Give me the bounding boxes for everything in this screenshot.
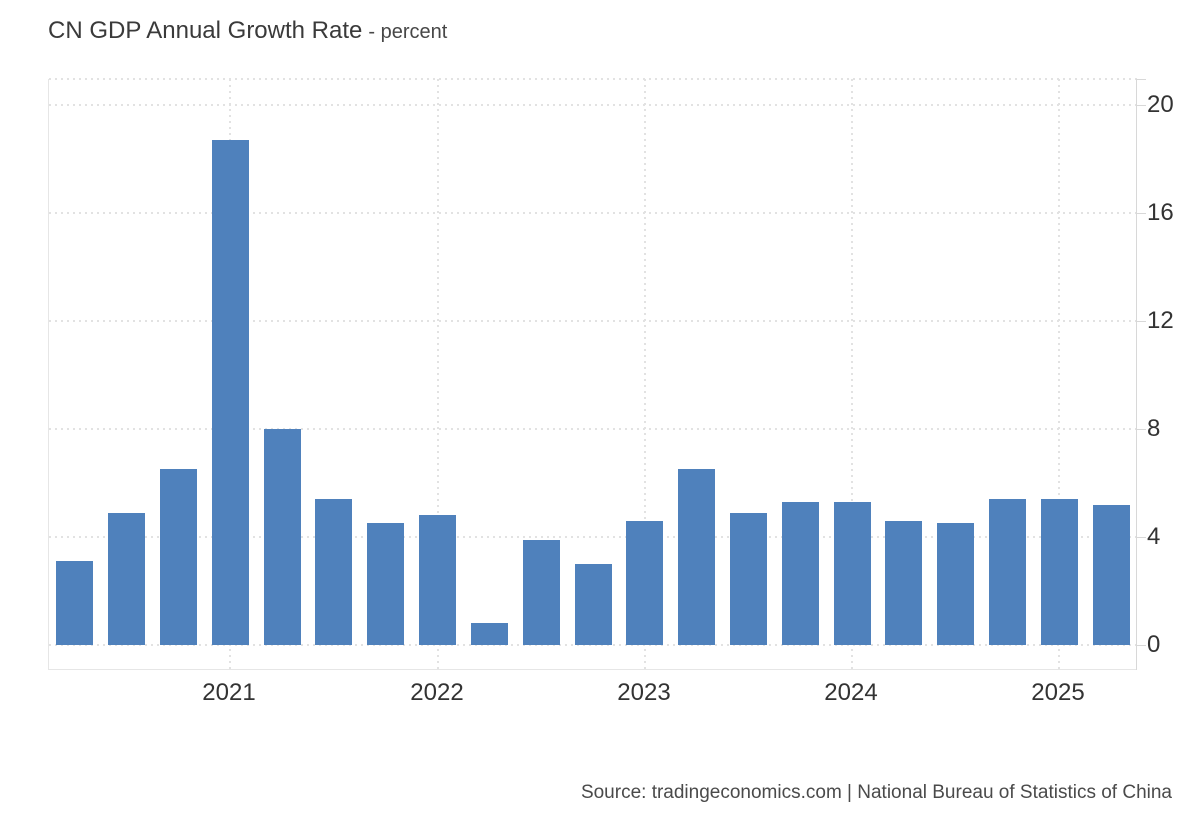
v-gridline	[851, 79, 853, 669]
chart-header: CN GDP Annual Growth Rate - percent	[48, 18, 447, 47]
y-axis-label: 12	[1147, 307, 1174, 334]
chart-subtitle: - percent	[368, 21, 448, 43]
y-axis-line	[1136, 79, 1137, 670]
x-axis-label: 2022	[410, 679, 464, 706]
y-axis-tick	[1137, 537, 1146, 538]
x-axis-label: 2023	[617, 679, 671, 706]
bar-q1-2023[interactable]	[626, 521, 663, 645]
bar-q1-2024[interactable]	[834, 502, 871, 645]
h-gridline	[49, 428, 1137, 430]
v-gridline	[1058, 79, 1060, 669]
y-axis-label: 8	[1147, 415, 1161, 442]
x-axis-label: 2024	[824, 679, 878, 706]
bar-q3-2020[interactable]	[108, 513, 145, 645]
h-gridline	[49, 644, 1137, 646]
y-axis-tick	[1137, 645, 1146, 646]
y-axis-label: 4	[1147, 523, 1161, 550]
bar-q3-2022[interactable]	[523, 540, 560, 645]
bar-q4-2020[interactable]	[160, 469, 197, 645]
x-axis-label: 2021	[202, 679, 256, 706]
y-axis-label: 0	[1147, 631, 1161, 658]
y-axis-label: 20	[1147, 91, 1174, 118]
y-axis-tick	[1137, 429, 1146, 430]
x-axis-label: 2025	[1031, 679, 1085, 706]
bar-q4-2021[interactable]	[367, 523, 404, 645]
bar-q4-2022[interactable]	[575, 564, 612, 645]
h-gridline-top	[49, 78, 1137, 80]
chart-title: CN GDP Annual Growth Rate	[48, 17, 363, 44]
y-axis-tick	[1137, 79, 1146, 80]
plot-area	[48, 78, 1137, 670]
bar-q2-2023[interactable]	[678, 469, 715, 645]
bar-q2-2024[interactable]	[885, 521, 922, 645]
h-gridline	[49, 536, 1137, 538]
bar-q3-2021[interactable]	[315, 499, 352, 645]
y-axis-tick	[1137, 321, 1146, 322]
bar-q2-2025[interactable]	[1093, 505, 1130, 645]
bar-q1-2022[interactable]	[419, 515, 456, 645]
bar-q3-2024[interactable]	[937, 523, 974, 645]
bar-q4-2024[interactable]	[989, 499, 1026, 645]
bar-q2-2021[interactable]	[264, 429, 301, 645]
bar-q1-2021[interactable]	[212, 140, 249, 645]
y-axis-tick	[1137, 105, 1146, 106]
bar-q3-2023[interactable]	[730, 513, 767, 645]
y-axis-tick	[1137, 213, 1146, 214]
h-gridline	[49, 104, 1137, 106]
bar-q2-2020[interactable]	[56, 561, 93, 645]
v-gridline	[644, 79, 646, 669]
bar-q4-2023[interactable]	[782, 502, 819, 645]
bar-q1-2025[interactable]	[1041, 499, 1078, 645]
bar-q2-2022[interactable]	[471, 623, 508, 645]
h-gridline	[49, 212, 1137, 214]
h-gridline	[49, 320, 1137, 322]
v-gridline	[437, 79, 439, 669]
source-credit: Source: tradingeconomics.com | National …	[580, 782, 1172, 803]
y-axis-label: 16	[1147, 199, 1174, 226]
